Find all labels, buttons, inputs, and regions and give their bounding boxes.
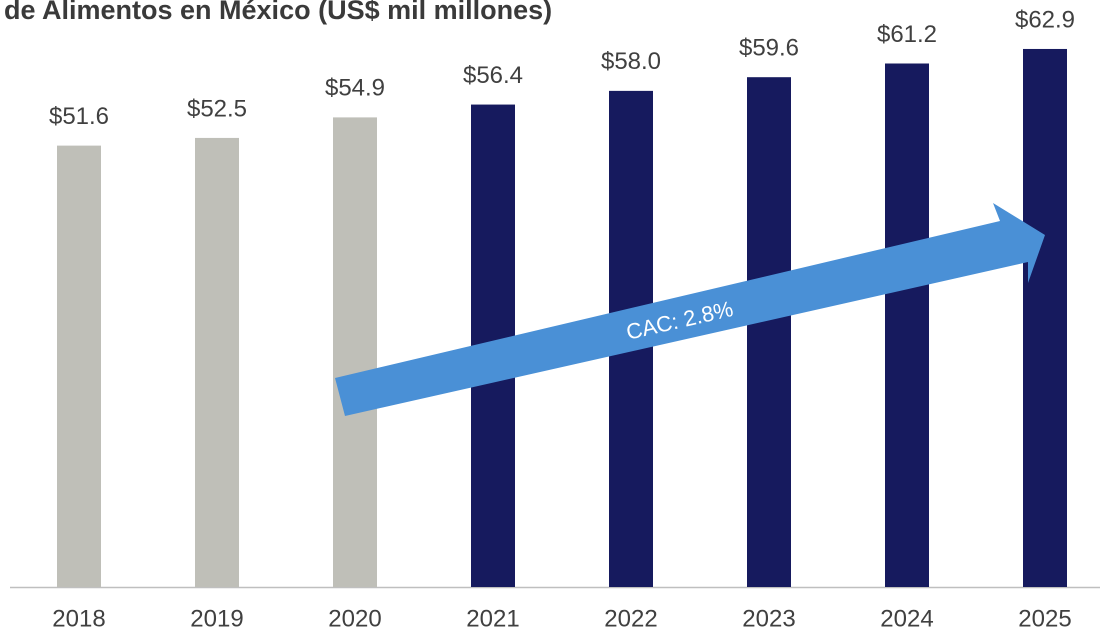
bar: [747, 77, 791, 588]
value-label: $51.6: [49, 103, 109, 130]
bar: [57, 145, 101, 588]
value-label: $54.9: [325, 75, 385, 102]
chart-title: de Alimentos en México (US$ mil millones…: [4, 0, 552, 25]
x-tick-label: 2022: [604, 605, 657, 632]
value-label: $52.5: [187, 95, 247, 122]
x-tick-label: 2018: [52, 605, 105, 632]
x-tick-label: 2023: [742, 605, 795, 632]
value-label: $58.0: [601, 48, 661, 75]
bar: [1023, 48, 1067, 588]
x-tick-label: 2025: [1018, 605, 1071, 632]
x-tick-label: 2021: [466, 605, 519, 632]
bar: [885, 63, 929, 587]
value-label: $56.4: [463, 62, 523, 89]
bar: [195, 137, 239, 587]
x-tick-label: 2024: [880, 605, 933, 632]
value-label: $61.2: [877, 21, 937, 48]
x-tick-label: 2020: [328, 605, 381, 632]
x-tick-label: 2019: [190, 605, 243, 632]
value-label: $59.6: [739, 35, 799, 62]
trend-arrow: [335, 203, 1045, 416]
bar: [333, 117, 377, 587]
value-label: $62.9: [1015, 6, 1075, 33]
